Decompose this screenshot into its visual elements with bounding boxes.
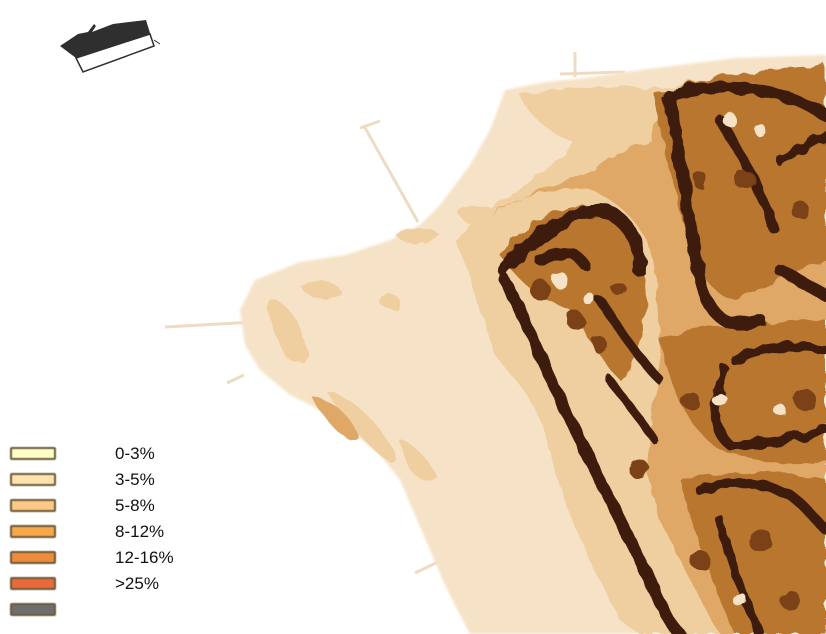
legend-item [0, 599, 240, 621]
slope-flat-patches [552, 113, 786, 607]
legend-item: 8-12% [0, 521, 240, 543]
legend-swatch [10, 603, 56, 616]
legend-label: 5-8% [115, 496, 155, 515]
legend-swatch [10, 577, 56, 590]
legend-label: 8-12% [115, 522, 165, 541]
legend-swatch [10, 473, 56, 486]
slope-darkest-ridges [498, 81, 826, 634]
slope-legend: 0-3% 3-5% 5-8% 8-12% 12-16% >25% [0, 433, 240, 634]
legend-label: 0-3% [115, 444, 155, 463]
legend-item: >25% [0, 573, 240, 595]
legend-item: 5-8% [0, 495, 240, 517]
legend-item: 12-16% [0, 547, 240, 569]
legend-item: 0-3% [0, 443, 240, 465]
ship-icon [60, 20, 161, 73]
pier-lines [164, 52, 626, 575]
legend-swatch [10, 499, 56, 512]
legend-swatch [10, 525, 56, 538]
legend-label: >25% [115, 574, 159, 593]
legend-label: 3-5% [115, 470, 155, 489]
legend-swatch [10, 447, 56, 460]
slope-dark-patches [530, 170, 816, 610]
legend-label: 12-16% [115, 548, 174, 567]
legend-item: 3-5% [0, 469, 240, 491]
legend-swatch [10, 551, 56, 564]
